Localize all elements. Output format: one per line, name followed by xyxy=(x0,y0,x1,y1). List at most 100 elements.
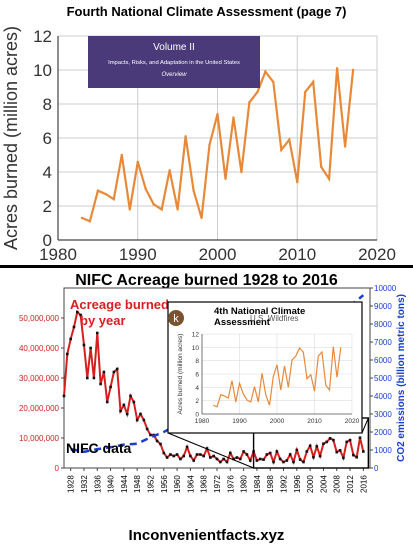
data-point xyxy=(185,445,189,449)
y-tick-label: 0 xyxy=(55,464,60,473)
data-point xyxy=(232,457,235,461)
data-point xyxy=(80,216,84,220)
y2-tick-label: 7000 xyxy=(374,338,392,347)
data-point xyxy=(275,450,279,453)
data-point xyxy=(125,412,129,416)
data-point xyxy=(200,216,203,220)
inset-y-tick-label: 6 xyxy=(195,372,199,379)
data-point xyxy=(332,438,335,442)
data-point xyxy=(109,385,112,389)
inset-y-tick-label: 10 xyxy=(192,345,200,352)
data-point xyxy=(79,313,82,317)
data-point xyxy=(295,448,299,452)
data-point xyxy=(352,453,355,457)
x-tick-label: 1964 xyxy=(186,475,195,493)
data-point xyxy=(112,198,116,201)
y-tick-label: 2 xyxy=(43,197,52,216)
data-point xyxy=(165,456,169,459)
data-point xyxy=(272,80,275,84)
y2-tick-label: 4000 xyxy=(374,392,392,401)
y-axis-label: Acres burned (million acres) xyxy=(1,26,21,250)
data-point xyxy=(144,187,147,191)
data-point xyxy=(308,444,312,448)
y-tick-label: 10 xyxy=(33,61,52,80)
data-point xyxy=(132,400,136,404)
top-title: Fourth National Climate Assessment (page… xyxy=(66,4,347,19)
data-point xyxy=(199,453,202,456)
data-point xyxy=(104,192,108,196)
data-point xyxy=(184,135,187,138)
data-point xyxy=(102,370,106,374)
data-point xyxy=(232,116,235,119)
data-point xyxy=(136,160,139,163)
data-point xyxy=(129,394,132,398)
data-point xyxy=(105,400,109,404)
y-tick-label: 6 xyxy=(43,129,52,148)
y-tick-label: 4 xyxy=(43,163,52,182)
x-tick-label: 2004 xyxy=(319,475,328,493)
x-tick-label: 1984 xyxy=(253,475,262,493)
data-point xyxy=(312,80,315,84)
data-point xyxy=(304,90,307,94)
data-point xyxy=(305,450,309,453)
inset-x-tick-label: 2020 xyxy=(345,418,360,425)
data-point xyxy=(112,370,116,374)
data-point xyxy=(159,442,162,446)
inset-x-tick-label: 2000 xyxy=(270,418,285,425)
x-tick-label: 2010 xyxy=(278,245,316,264)
data-point xyxy=(348,438,352,442)
data-point xyxy=(82,343,86,347)
data-point xyxy=(66,352,69,356)
inset-y-tick-label: 8 xyxy=(195,358,199,365)
data-point xyxy=(224,177,227,180)
data-point xyxy=(268,451,272,455)
data-point xyxy=(355,455,358,459)
data-point xyxy=(175,453,179,456)
data-point xyxy=(215,457,219,461)
x-tick-label: 1928 xyxy=(67,475,76,493)
data-point xyxy=(208,143,211,146)
data-point xyxy=(115,367,119,371)
annotation-nifc: NIFC data xyxy=(66,440,132,456)
data-point xyxy=(192,459,196,462)
x-tick-label: 1944 xyxy=(120,475,129,493)
y2-axis-label: CO2 emissions (billion metric tons) xyxy=(396,294,407,462)
data-point xyxy=(292,460,295,464)
data-point xyxy=(327,177,331,180)
footer-site: Inconvenientfacts.xyz xyxy=(128,527,285,544)
data-point xyxy=(325,440,329,444)
data-point xyxy=(122,403,126,407)
data-point xyxy=(262,458,265,461)
x-tick-label: 2016 xyxy=(359,475,368,493)
data-point xyxy=(69,337,72,341)
data-point xyxy=(318,454,322,458)
data-point xyxy=(192,189,195,192)
y2-tick-label: 1000 xyxy=(374,446,392,455)
data-point xyxy=(315,445,319,448)
x-tick-label: 1980 xyxy=(240,475,249,493)
volume-banner xyxy=(88,36,260,88)
y2-tick-label: 10000 xyxy=(374,284,397,293)
data-point xyxy=(95,331,99,335)
x-tick-label: 1948 xyxy=(133,475,142,493)
annotation-acreage: Acreage burned xyxy=(70,297,169,312)
data-point xyxy=(312,455,315,459)
banner-overview: Overview xyxy=(161,72,187,78)
data-point xyxy=(225,460,229,464)
data-point xyxy=(145,427,149,431)
inset-badge-letter: k xyxy=(173,313,179,325)
data-point xyxy=(335,67,339,70)
inset-series-line xyxy=(213,346,342,408)
data-point xyxy=(152,203,155,206)
data-point xyxy=(235,456,239,459)
inset-y-tick-label: 4 xyxy=(195,385,199,392)
y2-tick-label: 5000 xyxy=(374,374,392,383)
data-point xyxy=(222,457,225,461)
x-tick-label: 2000 xyxy=(306,475,315,493)
banner-subtitle: Impacts, Risks, and Adaptation in the Un… xyxy=(108,60,240,66)
data-point xyxy=(142,418,146,422)
data-point xyxy=(338,449,342,452)
data-point xyxy=(280,148,283,152)
data-point xyxy=(345,440,349,444)
annotation-acreage: by year xyxy=(80,313,126,328)
